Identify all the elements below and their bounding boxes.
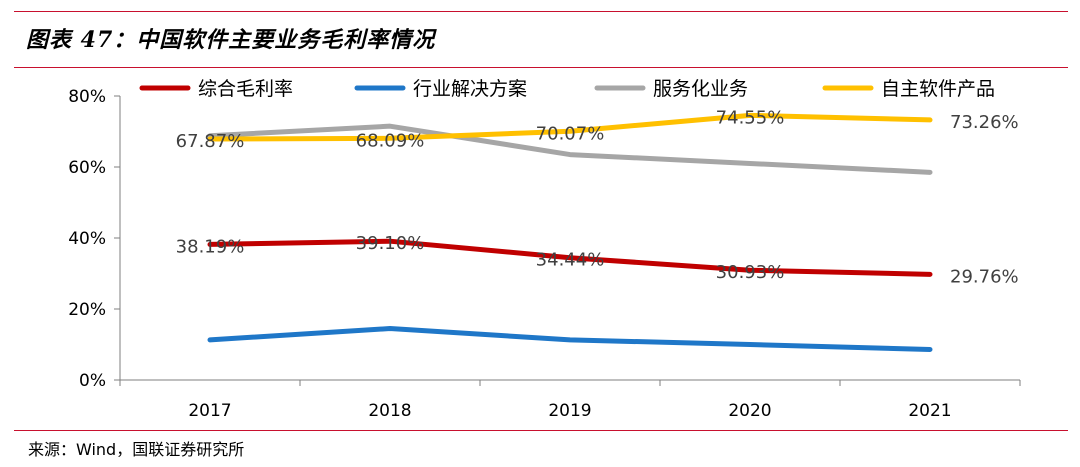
data-label: 34.44% — [536, 250, 605, 271]
data-label: 67.87% — [176, 131, 245, 152]
x-tick-label: 2019 — [548, 401, 591, 421]
y-tick-label: 0% — [79, 371, 106, 391]
chart-data-labels: 38.19% 39.10% 34.44% 30.93% 29.76% 67.87% 68.0… — [176, 107, 1019, 287]
y-tick-label: 80% — [68, 87, 106, 107]
chart-series — [207, 112, 933, 352]
y-tick-label: 40% — [68, 229, 106, 249]
data-label: 73.26% — [950, 112, 1019, 133]
source-note: 来源：Wind，国联证券研究所 — [28, 440, 245, 459]
series-line-3 — [207, 112, 933, 142]
data-label: 68.09% — [356, 130, 425, 151]
bottom-rule — [14, 430, 1068, 431]
line-chart: 综合毛利率 行业解决方案 服务化业务 自主软件产品 0% 20% 40% 60% 80% 201… — [68, 78, 1021, 421]
data-label: 70.07% — [536, 123, 605, 144]
data-label: 29.76% — [950, 266, 1019, 287]
top-rule — [14, 11, 1068, 12]
series-line-1 — [207, 326, 933, 352]
series-line-0 — [207, 238, 933, 277]
legend-label: 行业解决方案 — [413, 78, 527, 100]
title-rule — [14, 67, 1068, 68]
x-tick-label: 2017 — [188, 401, 231, 421]
x-tick-label: 2020 — [728, 401, 771, 421]
chart-legend: 综合毛利率 行业解决方案 服务化业务 自主软件产品 — [139, 78, 995, 100]
chart-title: 图表 47：中国软件主要业务毛利率情况 — [26, 27, 436, 53]
data-label: 38.19% — [176, 236, 245, 257]
legend-label: 服务化业务 — [653, 78, 748, 100]
y-tick-label: 20% — [68, 300, 106, 320]
data-label: 30.93% — [716, 262, 785, 283]
chart-axes: 0% 20% 40% 60% 80% 2017 2018 2019 2020 2021 — [68, 87, 1021, 421]
x-tick-label: 2021 — [908, 401, 951, 421]
data-label: 39.10% — [356, 233, 425, 254]
x-tick-label: 2018 — [368, 401, 411, 421]
y-tick-label: 60% — [68, 158, 106, 178]
legend-label: 综合毛利率 — [198, 78, 293, 100]
series-line-2 — [207, 123, 933, 175]
legend-label: 自主软件产品 — [881, 78, 995, 100]
data-label: 74.55% — [716, 107, 785, 128]
